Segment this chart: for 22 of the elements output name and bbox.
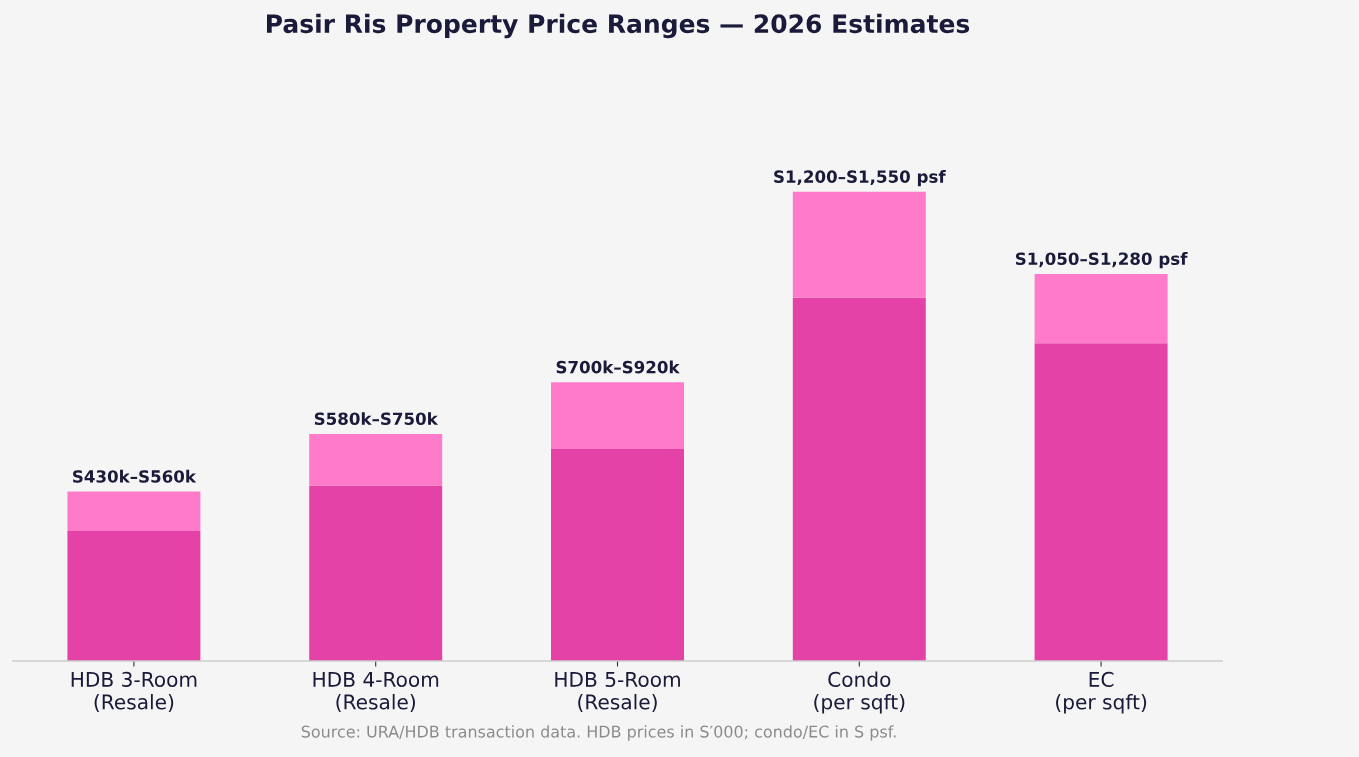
chart-title: Pasir Ris Property Price Ranges — 2026 Estimates [267, 13, 970, 39]
x-tick-label: HDB 4-Room (Resale) [313, 672, 439, 712]
bar [309, 485, 443, 661]
bar [551, 382, 684, 449]
x-tick-label: EC (per sqft) [1056, 671, 1147, 714]
bar [551, 448, 684, 661]
x-tick-label: Condo (per sqft) [814, 671, 905, 714]
total-label: S580k–S750k [314, 412, 439, 426]
source-note: Source: URA/HDB transaction data. HDB prices in S′000; condo/EC in S psf. [301, 725, 896, 741]
total-label: S1,200–S1,550 psf [774, 170, 946, 187]
bar [1034, 273, 1168, 344]
bar [1034, 343, 1168, 661]
bar [67, 491, 201, 532]
total-label: S430k–S560k [73, 469, 197, 483]
bar [792, 191, 926, 298]
bar [309, 433, 443, 486]
total-label: S1,050–S1,280 psf [1015, 252, 1188, 269]
bar [67, 531, 201, 661]
bar [792, 297, 926, 661]
x-tick-label: HDB 5-Room (Resale) [555, 672, 680, 712]
x-tick-label: HDB 3-Room (Resale) [71, 671, 197, 712]
total-label: S700k–S920k [556, 360, 680, 374]
